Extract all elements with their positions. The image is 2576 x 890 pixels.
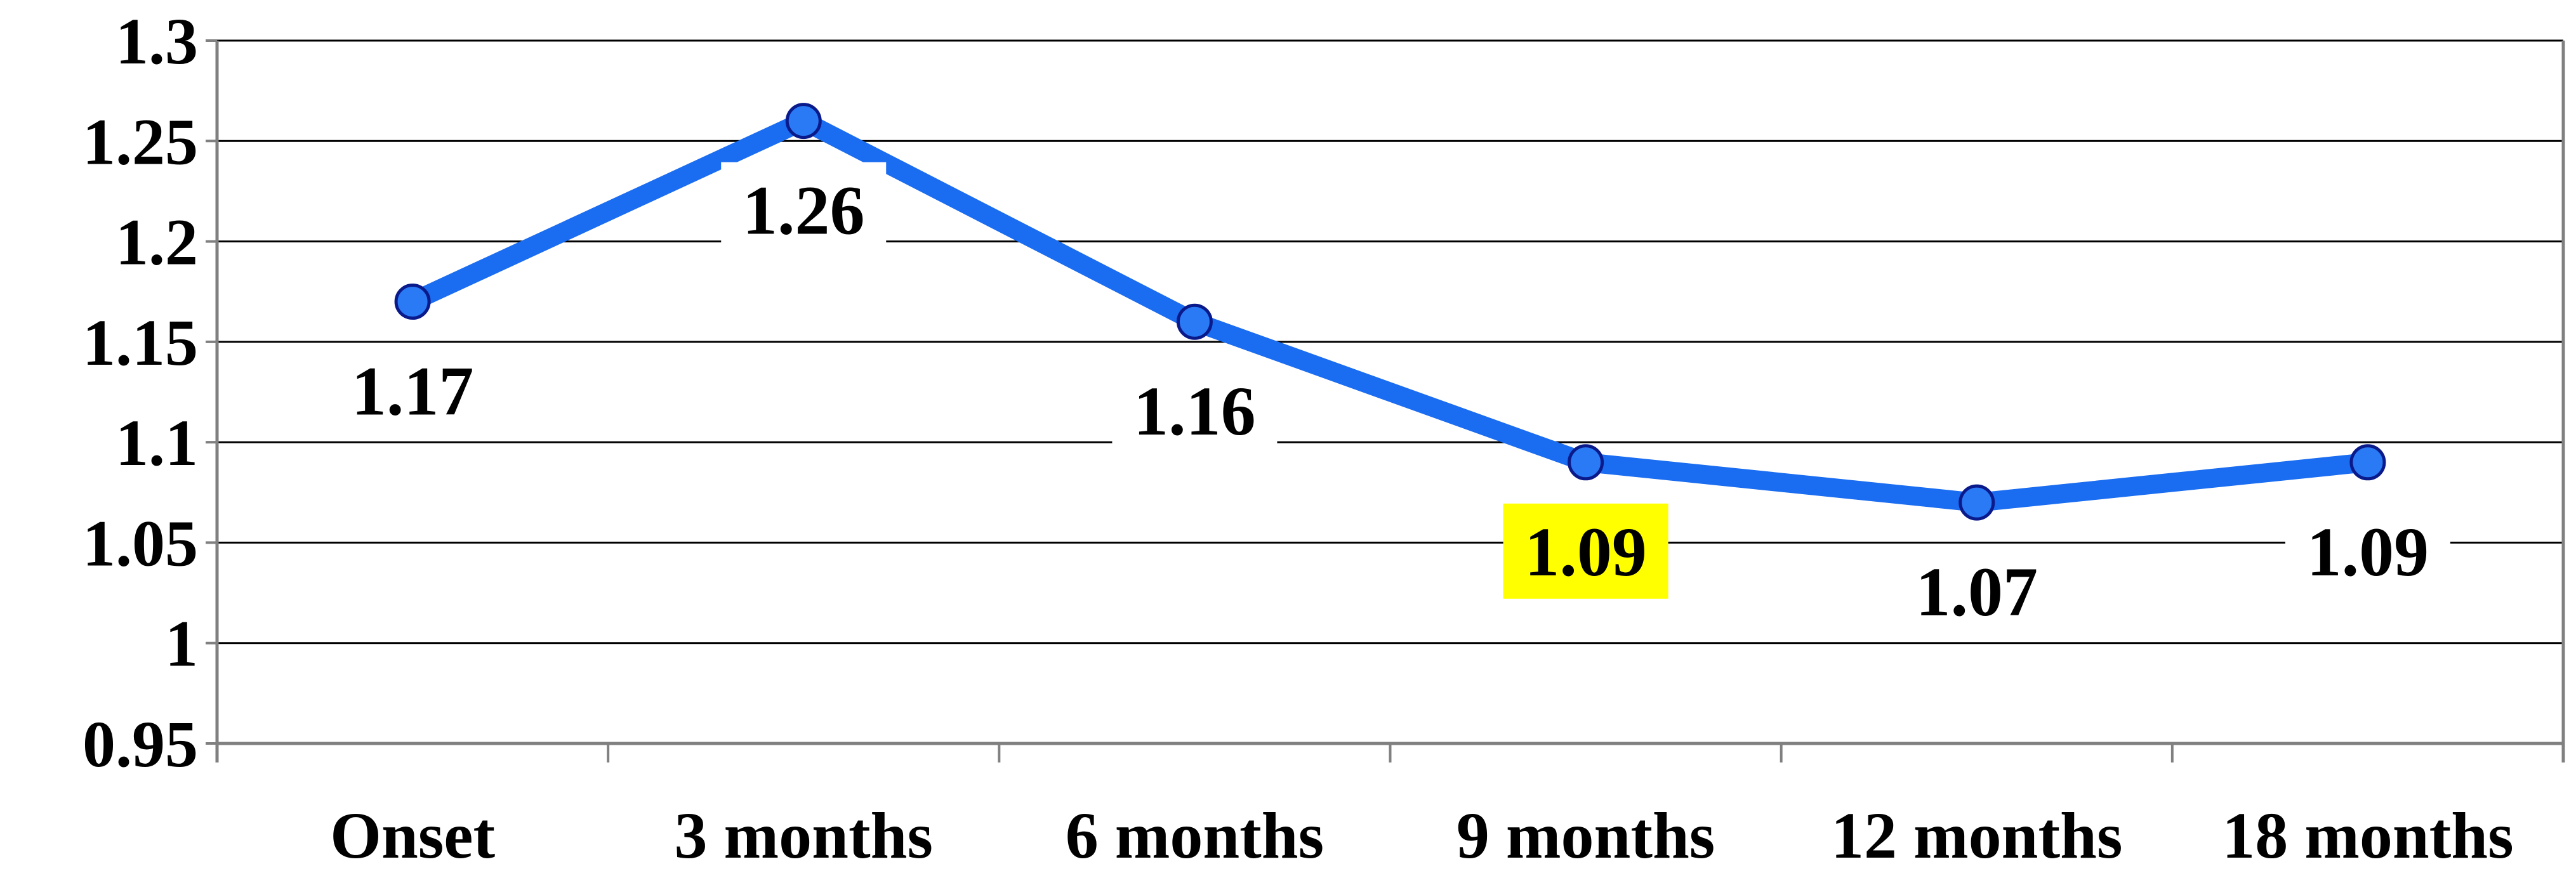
data-label: 1.16 [1133,372,1256,450]
y-tick-label: 1.15 [83,306,198,379]
data-point [394,284,431,320]
data-label-background [2285,503,2450,599]
data-label-background [1894,544,2059,639]
y-tick-label: 1 [165,608,198,681]
y-tick-label: 0.95 [83,708,198,781]
x-tick-label: 9 months [1456,799,1715,872]
y-tick-label: 1.05 [83,507,198,580]
x-tick-labels: Onset 3 months 6 months 9 months 12 months 18… [330,799,2514,872]
x-tick-label: 6 months [1066,799,1324,872]
y-tick-labels: 0.95 1 1.05 1.1 1.15 1.2 1.25 1.3 [83,5,198,781]
data-label-background [1112,363,1278,459]
data-label: 1.17 [352,353,474,430]
data-point [785,103,822,140]
x-tick-label: Onset [330,799,495,872]
gridlines [217,39,2563,645]
y-tick-label: 1.25 [83,105,198,178]
x-tick-label: 12 months [1831,799,2122,872]
x-tick-label: 18 months [2222,799,2513,872]
data-label: 1.07 [1916,553,2038,631]
highlighted-label-background [1503,503,1668,599]
series-line [403,111,2377,513]
data-point [2349,444,2386,481]
series [394,103,2386,521]
data-label-background [330,343,496,438]
data-point [1568,444,1604,481]
data-label: 1.09 [1524,513,1647,591]
axes [206,39,2565,762]
y-tick-label: 1.2 [116,206,198,279]
data-label: 1.09 [2307,513,2429,591]
data-point [1958,484,1995,521]
data-label: 1.26 [743,172,865,249]
data-point [1176,303,1213,340]
y-tick-label: 1.3 [116,5,198,78]
data-labels: 1.17 1.26 1.16 1.09 1.07 1.09 [330,162,2450,639]
data-label-background [721,162,887,258]
y-tick-label: 1.1 [116,407,198,480]
x-tick-label: 3 months [675,799,933,872]
